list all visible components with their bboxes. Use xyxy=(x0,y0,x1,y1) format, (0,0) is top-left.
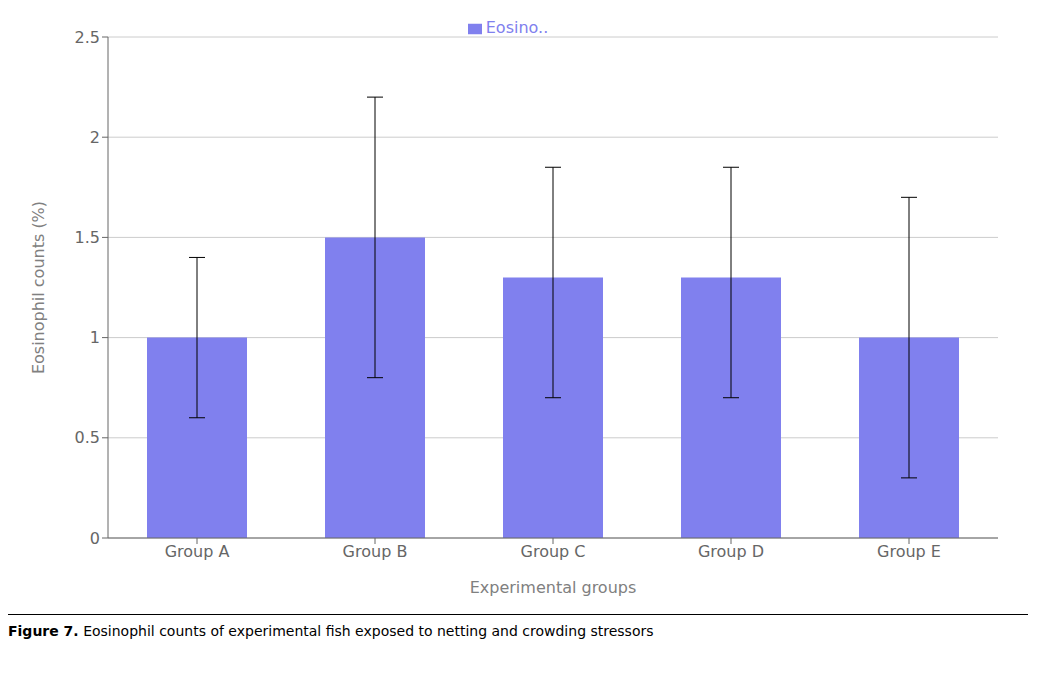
svg-text:Group E: Group E xyxy=(877,542,941,561)
svg-text:2.5: 2.5 xyxy=(75,28,100,47)
svg-text:2: 2 xyxy=(90,128,100,147)
svg-text:1.5: 1.5 xyxy=(75,228,100,247)
html-text:Figure 7. Eosinophil counts of: Figure 7. Eosinophil counts of experimen… xyxy=(8,623,654,639)
svg-text:Eosinophil counts (%): Eosinophil counts (%) xyxy=(29,201,48,374)
svg-text:Group C: Group C xyxy=(521,542,586,561)
svg-text:Experimental groups: Experimental groups xyxy=(470,578,637,597)
svg-text:Group D: Group D xyxy=(698,542,764,561)
svg-text:Group A: Group A xyxy=(165,542,230,561)
svg-text:0: 0 xyxy=(90,529,100,548)
html-text:Eosino..: Eosino.. xyxy=(485,18,549,37)
svg-text:Group B: Group B xyxy=(343,542,408,561)
svg-text:0.5: 0.5 xyxy=(75,428,100,447)
svg-text:1: 1 xyxy=(90,328,100,347)
